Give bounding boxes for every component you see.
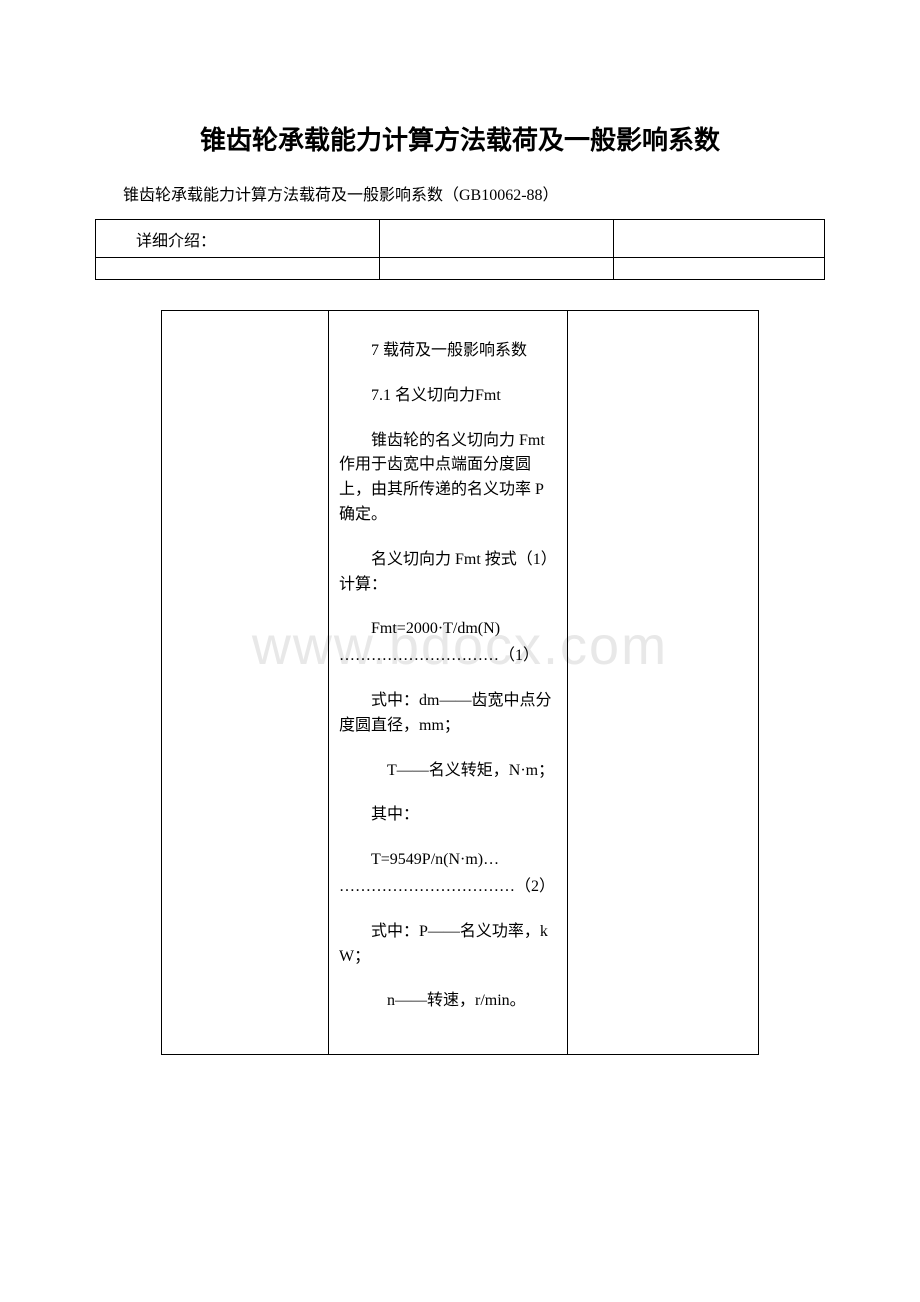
intro-cell-2 — [380, 220, 613, 258]
intro-label-cell: 详细介绍： — [96, 220, 380, 258]
sub-heading: 7.1 名义切向力Fmt — [339, 384, 557, 409]
intro-cell-5 — [380, 258, 613, 280]
formula-1-dots: …………………………（1） — [339, 644, 557, 669]
intro-cell-4 — [96, 258, 380, 280]
sub-heading-text: 7.1 名义切向力Fmt — [371, 387, 501, 404]
content-cell-left — [161, 311, 328, 1055]
content-table: 7 载荷及一般影响系数 7.1 名义切向力Fmt 锥齿轮的名义切向力 Fmt 作… — [161, 310, 760, 1055]
paragraph-1: 锥齿轮的名义切向力 Fmt 作用于齿宽中点端面分度圆上，由其所传递的名义功率 P… — [339, 429, 557, 528]
page-title: 锥齿轮承载能力计算方法载荷及一般影响系数 — [95, 120, 825, 157]
formula-2: T=9549P/n(N·m)… — [339, 848, 557, 873]
intro-cell-6 — [613, 258, 824, 280]
content-layer: 锥齿轮承载能力计算方法载荷及一般影响系数 锥齿轮承载能力计算方法载荷及一般影响系… — [95, 120, 825, 1055]
section-heading: 7 载荷及一般影响系数 — [339, 339, 557, 364]
table-row: 7 载荷及一般影响系数 7.1 名义切向力Fmt 锥齿轮的名义切向力 Fmt 作… — [161, 311, 759, 1055]
table-row — [96, 258, 825, 280]
content-cell-right — [568, 311, 759, 1055]
paragraph-5: 其中： — [339, 803, 557, 828]
paragraph-7: n——转速，r/min。 — [339, 989, 557, 1014]
intro-table: 详细介绍： — [95, 219, 825, 280]
intro-cell-3 — [613, 220, 824, 258]
paragraph-4: T——名义转矩，N·m； — [339, 759, 557, 784]
content-cell-middle: 7 载荷及一般影响系数 7.1 名义切向力Fmt 锥齿轮的名义切向力 Fmt 作… — [329, 311, 568, 1055]
page-subtitle: 锥齿轮承载能力计算方法载荷及一般影响系数（GB10062-88） — [95, 181, 825, 205]
paragraph-6: 式中：P——名义功率，kW； — [339, 920, 557, 970]
paragraph-3: 式中：dm——齿宽中点分度圆直径，mm； — [339, 689, 557, 739]
paragraph-2: 名义切向力 Fmt 按式（1）计算： — [339, 548, 557, 598]
formula-1: Fmt=2000·T/dm(N) — [339, 617, 557, 642]
table-row: 详细介绍： — [96, 220, 825, 258]
formula-2-dots: ……………………………（2） — [339, 875, 557, 900]
